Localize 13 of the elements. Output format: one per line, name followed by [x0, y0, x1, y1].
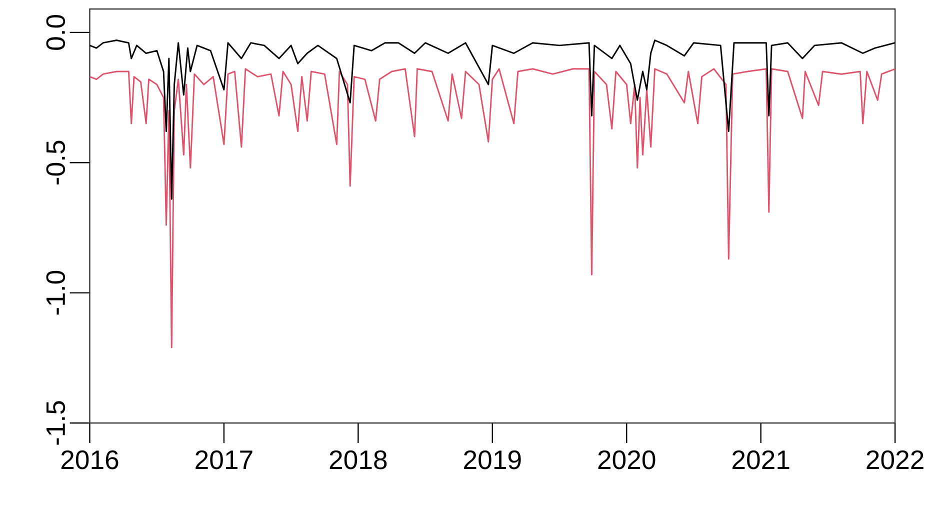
x-tick-label: 2021 — [732, 450, 790, 470]
x-tick-label: 2017 — [196, 450, 252, 470]
y-tick-label: -1.5 — [46, 401, 66, 445]
x-tick-label: 2018 — [330, 450, 387, 470]
y-tick-label: -0.5 — [46, 140, 66, 184]
line-series — [90, 68, 896, 348]
x-tick-label: 2022 — [866, 450, 924, 470]
x-tick-label: 2019 — [464, 450, 521, 470]
y-tick-label: -1.0 — [46, 270, 66, 315]
x-tick-label: 2020 — [598, 450, 656, 470]
x-tick-label: 2016 — [61, 450, 118, 470]
y-tick-label: 0.0 — [46, 14, 66, 50]
line-series — [90, 40, 896, 200]
